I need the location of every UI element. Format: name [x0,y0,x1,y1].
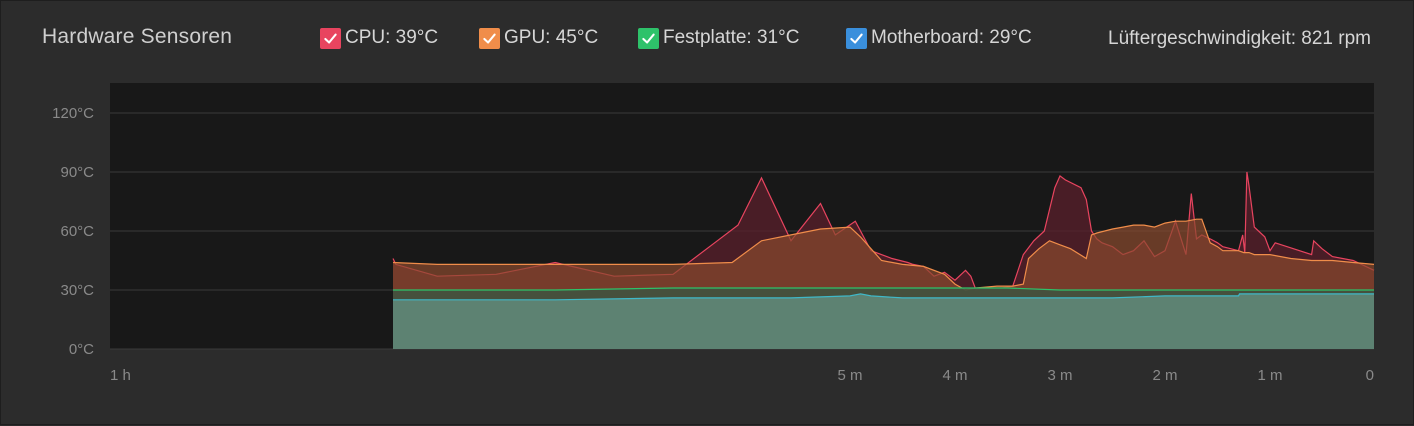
legend-cpu-label: CPU: 39°C [345,27,439,48]
x-tick-label: 1 h [110,367,131,384]
x-tick-label: 1 m [1257,367,1282,384]
y-tick-label: 90°C [60,164,94,181]
hdd-checkbox[interactable] [638,27,659,49]
y-tick-label: 120°C [52,105,94,122]
legend-cpu[interactable]: CPU: 39°C [320,27,438,49]
legend-gpu-label: GPU: 45°C [504,27,599,48]
series-line-motherboard [393,293,1374,301]
legend-hdd-label: Festplatte: 31°C [663,27,800,48]
x-tick-label: 3 m [1047,367,1072,384]
series-line-gpu [392,218,1375,291]
gpu-checkbox[interactable] [479,27,500,49]
y-tick-label: 60°C [60,223,94,240]
legend-motherboard-label: Motherboard: 29°C [871,27,1032,48]
series-line-festplatte [393,287,1374,291]
legend-gpu[interactable]: GPU: 45°C [479,27,598,49]
cpu-checkbox[interactable] [320,27,341,49]
x-tick-label: 0 [1366,367,1374,384]
y-axis-ticks: 0°C 30°C 60°C 90°C 120°C [52,105,94,358]
series-area-motherboard [393,293,1374,349]
fan-speed-readout: Lüftergeschwindigkeit: 821 rpm [1108,28,1371,49]
panel-title: Hardware Sensoren [42,25,233,48]
x-axis-ticks: 1 h 5 m 4 m 3 m 2 m 1 m 0 [110,367,1374,384]
motherboard-checkbox[interactable] [846,27,867,49]
check-icon [324,33,337,44]
series-areas [392,171,1375,349]
check-icon [850,33,863,44]
x-tick-label: 2 m [1152,367,1177,384]
legend-hdd[interactable]: Festplatte: 31°C [638,27,799,49]
legend-motherboard[interactable]: Motherboard: 29°C [846,27,1032,49]
x-tick-label: 5 m [837,367,862,384]
check-icon [642,33,655,44]
check-icon [483,33,496,44]
x-tick-label: 4 m [942,367,967,384]
y-tick-label: 0°C [69,341,94,358]
series-line-cpu [392,171,1375,291]
y-tick-label: 30°C [60,282,94,299]
